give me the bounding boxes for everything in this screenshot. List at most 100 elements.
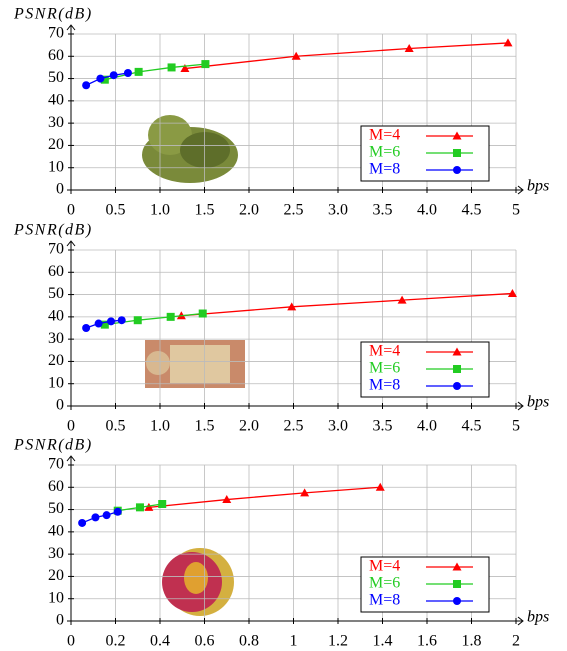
legend-marker: [452, 131, 462, 140]
y-tick-label: 20: [48, 352, 64, 369]
data-point: [222, 495, 232, 504]
x-tick-label: 1.0: [150, 202, 170, 219]
x-axis-label: bps: [527, 394, 549, 411]
y-tick-label: 60: [48, 47, 64, 64]
data-point: [107, 317, 116, 326]
x-tick-label: 2.5: [284, 202, 304, 219]
legend-marker: [453, 365, 461, 373]
data-point: [82, 81, 91, 90]
legend-label: M=4: [369, 558, 400, 575]
y-tick-label: 70: [48, 241, 64, 258]
y-tick-label: 10: [48, 374, 64, 391]
data-point: [94, 319, 103, 328]
series-line: [184, 42, 509, 70]
y-axis-label: PSNR(dB): [13, 6, 93, 23]
x-tick-label: 5: [512, 418, 520, 435]
x-tick-label: 3.0: [328, 418, 348, 435]
x-tick-label: 0.5: [106, 202, 126, 219]
series-line: [148, 486, 381, 508]
data-point: [397, 295, 407, 304]
legend-label: M=4: [369, 127, 400, 144]
legend-label: M=6: [369, 144, 400, 161]
data-point: [158, 500, 167, 508]
x-tick-label: 1.0: [150, 418, 170, 435]
x-tick-label: 0: [67, 418, 75, 435]
data-point: [78, 518, 87, 527]
data-point: [102, 511, 111, 520]
x-tick-label: 1.6: [417, 633, 437, 650]
data-point: [503, 38, 513, 47]
legend-label: M=4: [369, 343, 400, 360]
data-point: [91, 513, 100, 522]
x-tick-label: 4.0: [417, 202, 437, 219]
x-tick-label: 4.0: [417, 418, 437, 435]
data-point: [135, 503, 144, 512]
data-point: [375, 482, 385, 491]
y-tick-label: 30: [48, 330, 64, 347]
data-point: [287, 302, 297, 311]
x-tick-label: 0: [67, 633, 75, 650]
data-point: [113, 507, 122, 516]
x-tick-label: 1.5: [195, 202, 215, 219]
x-tick-label: 1.2: [328, 633, 348, 650]
legend-label: M=8: [369, 161, 400, 178]
data-point: [100, 75, 109, 84]
y-axis-arrow: [66, 24, 76, 31]
data-point: [134, 67, 143, 76]
y-tick-label: 70: [48, 25, 64, 42]
y-axis-arrow: [66, 240, 76, 247]
legend-label: M=6: [369, 360, 400, 377]
y-tick-label: 20: [48, 567, 64, 584]
y-axis-label: PSNR(dB): [13, 437, 93, 454]
y-tick-label: 30: [48, 114, 64, 131]
data-point: [300, 488, 310, 497]
x-tick-label: 1: [290, 633, 298, 650]
x-tick-label: 0.2: [106, 633, 126, 650]
data-point: [144, 502, 154, 511]
y-tick-label: 70: [48, 456, 64, 473]
x-tick-label: 2.0: [239, 202, 259, 219]
series-line: [81, 511, 118, 524]
y-tick-label: 40: [48, 308, 64, 325]
x-tick-label: 3.5: [373, 202, 393, 219]
series-line: [104, 63, 206, 81]
y-tick-label: 0: [56, 397, 64, 414]
y-tick-label: 50: [48, 285, 64, 302]
data-point: [166, 312, 175, 321]
series-line: [85, 319, 122, 329]
x-tick-label: 1.5: [195, 418, 215, 435]
y-tick-label: 20: [48, 136, 64, 153]
y-axis-arrow: [66, 455, 76, 462]
sphere-image: [162, 548, 234, 616]
y-tick-label: 50: [48, 69, 64, 86]
x-tick-label: 4.5: [462, 202, 482, 219]
x-tick-label: 2.0: [239, 418, 259, 435]
data-point: [117, 316, 126, 325]
legend-marker: [452, 562, 462, 571]
x-tick-label: 0.8: [239, 633, 259, 650]
data-point: [133, 316, 142, 325]
x-axis-arrow: [517, 401, 524, 411]
data-point: [167, 63, 176, 72]
x-tick-label: 0.5: [106, 418, 126, 435]
y-tick-label: 10: [48, 158, 64, 175]
data-point: [109, 71, 118, 80]
x-axis-arrow: [517, 616, 524, 626]
y-tick-label: 40: [48, 523, 64, 540]
legend-label: M=6: [369, 575, 400, 592]
legend-label: M=8: [369, 592, 400, 609]
data-point: [96, 74, 105, 83]
series-line: [181, 292, 513, 317]
legend-marker: [453, 597, 461, 605]
y-tick-label: 60: [48, 263, 64, 280]
legend-marker: [452, 347, 462, 356]
x-axis-arrow: [517, 185, 524, 195]
x-tick-label: 1.4: [373, 633, 393, 650]
x-axis-label: bps: [527, 178, 549, 195]
x-tick-label: 5: [512, 202, 520, 219]
data-point: [180, 64, 190, 73]
y-tick-label: 60: [48, 478, 64, 495]
data-point: [123, 69, 132, 77]
skeleton-image: [145, 340, 245, 388]
